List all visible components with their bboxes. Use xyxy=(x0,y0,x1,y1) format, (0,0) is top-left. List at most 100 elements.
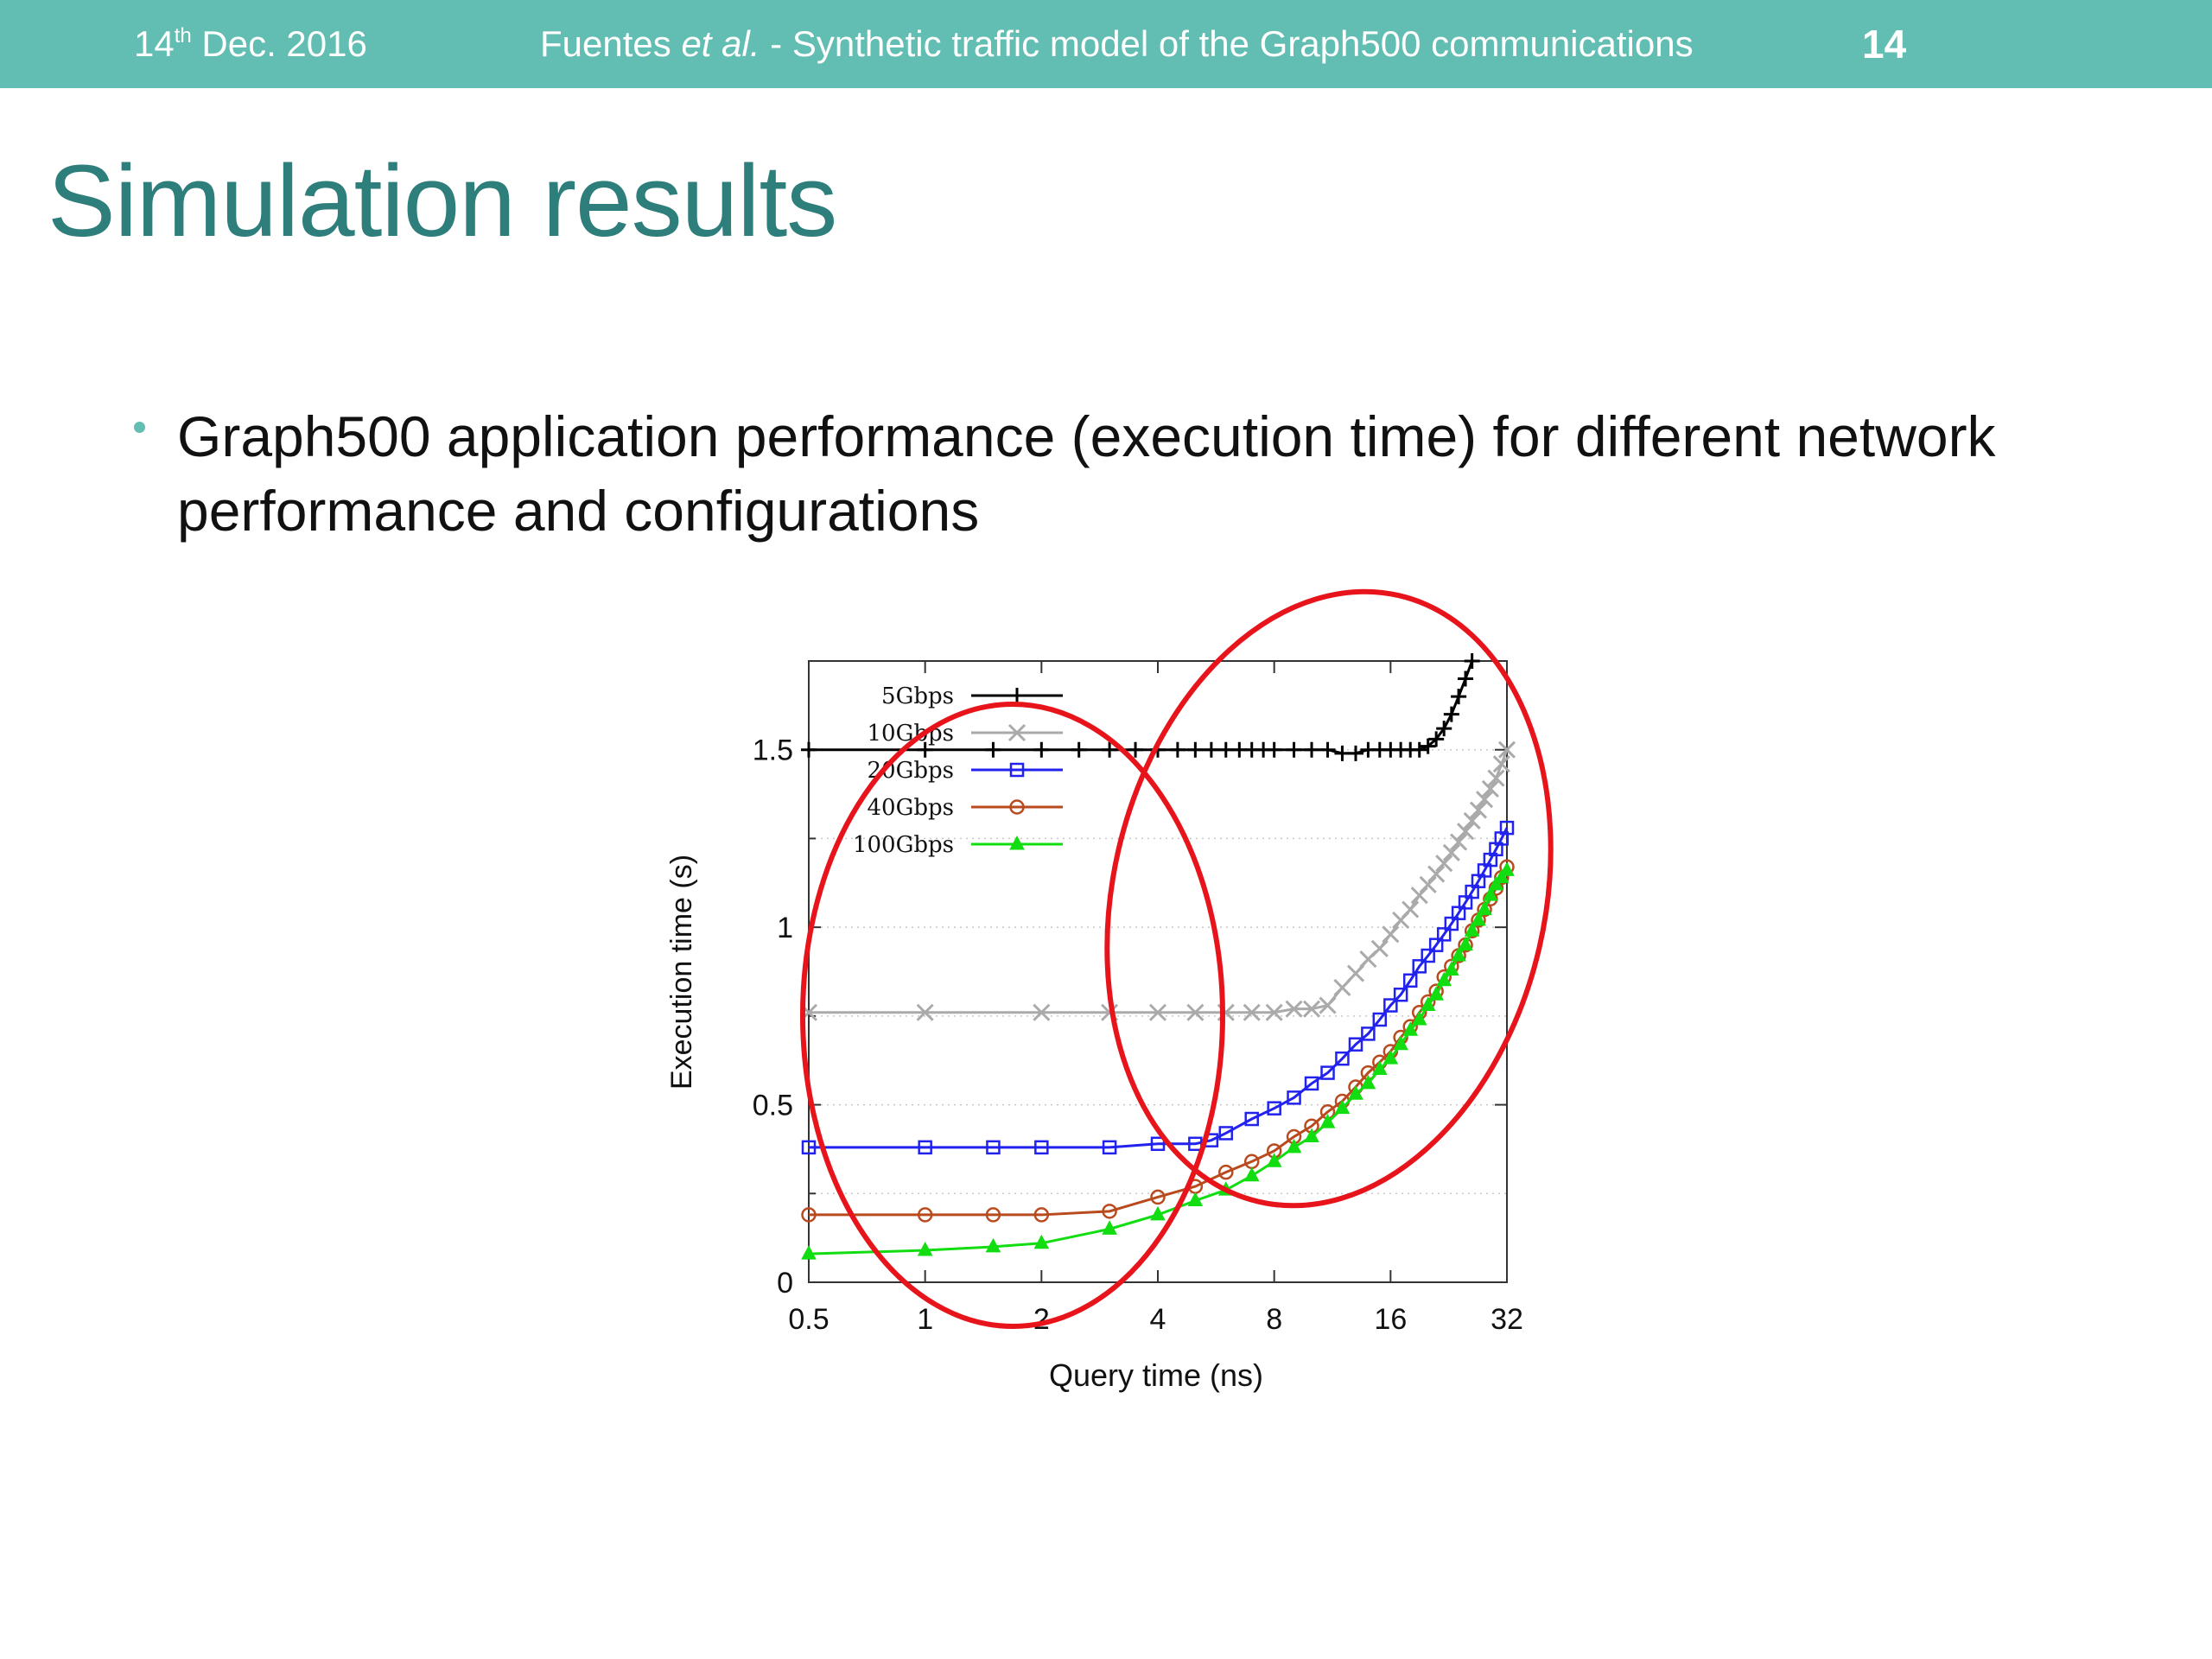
data-point-100gbps xyxy=(801,1245,817,1260)
bullet-dot-icon xyxy=(134,422,145,433)
data-point-5gbps xyxy=(1266,741,1282,758)
data-point-5gbps xyxy=(1334,745,1351,761)
slide-title: Simulation results xyxy=(48,144,837,258)
data-point-5gbps xyxy=(1420,738,1436,754)
data-point-100gbps xyxy=(1266,1153,1282,1167)
data-point-10gbps xyxy=(1370,939,1389,957)
legend-marker-20gbps xyxy=(1009,762,1025,778)
data-point-10gbps xyxy=(1481,779,1499,798)
data-point-5gbps xyxy=(1443,706,1459,722)
data-point-5gbps xyxy=(1428,731,1445,747)
data-point-5gbps xyxy=(1464,653,1480,669)
bullet-text: Graph500 application performance (execut… xyxy=(177,404,1996,543)
data-point-10gbps xyxy=(1243,1003,1261,1021)
data-point-100gbps xyxy=(1464,922,1480,937)
x-tick-label: 1 xyxy=(917,1303,933,1336)
data-point-100gbps xyxy=(1451,946,1466,962)
highlight-ellipse-high-query xyxy=(1104,588,1554,1209)
data-point-100gbps xyxy=(985,1237,1001,1253)
data-point-100gbps xyxy=(1348,1085,1363,1100)
data-point-5gbps xyxy=(1071,741,1087,758)
data-point-5gbps xyxy=(1102,741,1118,758)
data-point-10gbps xyxy=(1302,1000,1321,1018)
data-point-20gbps xyxy=(1383,998,1398,1013)
legend-label-40gbps: 40Gbps xyxy=(868,795,954,821)
data-point-20gbps xyxy=(1267,1101,1281,1116)
y-tick-label: 1 xyxy=(777,912,793,944)
data-point-20gbps xyxy=(1348,1037,1363,1052)
data-point-100gbps xyxy=(917,1241,933,1256)
data-point-20gbps xyxy=(1335,1051,1350,1066)
authors-prefix: Fuentes xyxy=(540,23,682,64)
data-point-10gbps xyxy=(1402,900,1420,918)
data-point-20gbps xyxy=(1150,1136,1166,1152)
x-tick-label: 0.5 xyxy=(788,1303,829,1336)
data-point-100gbps xyxy=(1033,1234,1050,1249)
data-point-20gbps xyxy=(1412,959,1427,974)
data-point-20gbps xyxy=(1244,1111,1259,1127)
data-point-5gbps xyxy=(1319,741,1336,758)
series-10gbps xyxy=(799,741,1516,1021)
y-axis-label: Execution time (s) xyxy=(665,855,698,1090)
data-point-10gbps xyxy=(1419,875,1437,893)
data-point-5gbps xyxy=(1187,741,1204,758)
legend-marker-5gbps xyxy=(1009,688,1025,703)
data-point-20gbps xyxy=(1320,1065,1335,1080)
data-point-10gbps xyxy=(1469,801,1488,819)
data-point-10gbps xyxy=(1427,865,1446,883)
data-point-40gbps xyxy=(1033,1207,1050,1223)
data-point-5gbps xyxy=(1169,741,1185,758)
data-point-100gbps xyxy=(1477,900,1492,916)
data-point-100gbps xyxy=(1304,1128,1319,1143)
data-point-40gbps xyxy=(985,1207,1001,1223)
data-point-20gbps xyxy=(1287,1090,1301,1105)
data-point-100gbps xyxy=(1243,1166,1260,1182)
data-point-100gbps xyxy=(1319,1114,1336,1128)
data-point-20gbps xyxy=(801,1140,817,1155)
data-point-5gbps xyxy=(917,741,933,758)
data-point-20gbps xyxy=(1436,927,1452,942)
data-point-100gbps xyxy=(1411,1010,1427,1026)
data-point-5gbps xyxy=(801,741,817,758)
data-point-20gbps xyxy=(1421,948,1435,963)
data-point-100gbps xyxy=(1428,986,1445,1001)
data-point-100gbps xyxy=(1187,1192,1204,1206)
legend-marker-100gbps xyxy=(1009,835,1025,850)
legend-label-5gbps: 5Gbps xyxy=(881,683,954,709)
data-point-10gbps xyxy=(1333,978,1351,997)
data-point-5gbps xyxy=(1304,741,1320,758)
series-100gbps xyxy=(801,861,1515,1260)
data-point-100gbps xyxy=(1499,861,1515,876)
header-bar: 14th Dec. 2016 Fuentes et al. - Syntheti… xyxy=(0,0,2212,88)
data-point-10gbps xyxy=(1442,843,1460,861)
x-tick-label: 32 xyxy=(1491,1303,1523,1336)
data-point-20gbps xyxy=(1361,1027,1376,1041)
data-point-20gbps xyxy=(1034,1140,1049,1155)
authors-et-al: et al. xyxy=(681,23,760,64)
page-number: 14 xyxy=(1862,22,1907,67)
data-point-5gbps xyxy=(1436,721,1452,737)
data-point-40gbps xyxy=(801,1207,817,1223)
data-point-10gbps xyxy=(1265,1003,1283,1021)
data-point-40gbps xyxy=(1102,1204,1117,1219)
data-point-20gbps xyxy=(1428,938,1444,952)
legend-marker-10gbps xyxy=(1007,723,1027,742)
data-point-100gbps xyxy=(1488,875,1504,891)
data-point-20gbps xyxy=(1372,1012,1388,1027)
data-point-10gbps xyxy=(916,1003,934,1021)
data-point-10gbps xyxy=(1285,1000,1303,1018)
x-tick-label: 2 xyxy=(1033,1303,1050,1336)
legend-marker-40gbps xyxy=(1009,799,1025,815)
data-point-100gbps xyxy=(1382,1050,1399,1065)
data-point-100gbps xyxy=(1483,887,1498,901)
authors-suffix: - Synthetic traffic model of the Graph50… xyxy=(760,23,1694,64)
x-tick-label: 8 xyxy=(1266,1303,1282,1336)
data-point-10gbps xyxy=(1186,1003,1205,1021)
data-point-10gbps xyxy=(1450,833,1468,851)
data-point-10gbps xyxy=(1463,811,1481,830)
highlight-layer xyxy=(800,588,1554,1329)
data-point-20gbps xyxy=(1499,820,1515,836)
data-point-100gbps xyxy=(1371,1060,1388,1075)
highlight-ellipse-low-query xyxy=(800,702,1225,1329)
data-point-40gbps xyxy=(917,1207,933,1223)
